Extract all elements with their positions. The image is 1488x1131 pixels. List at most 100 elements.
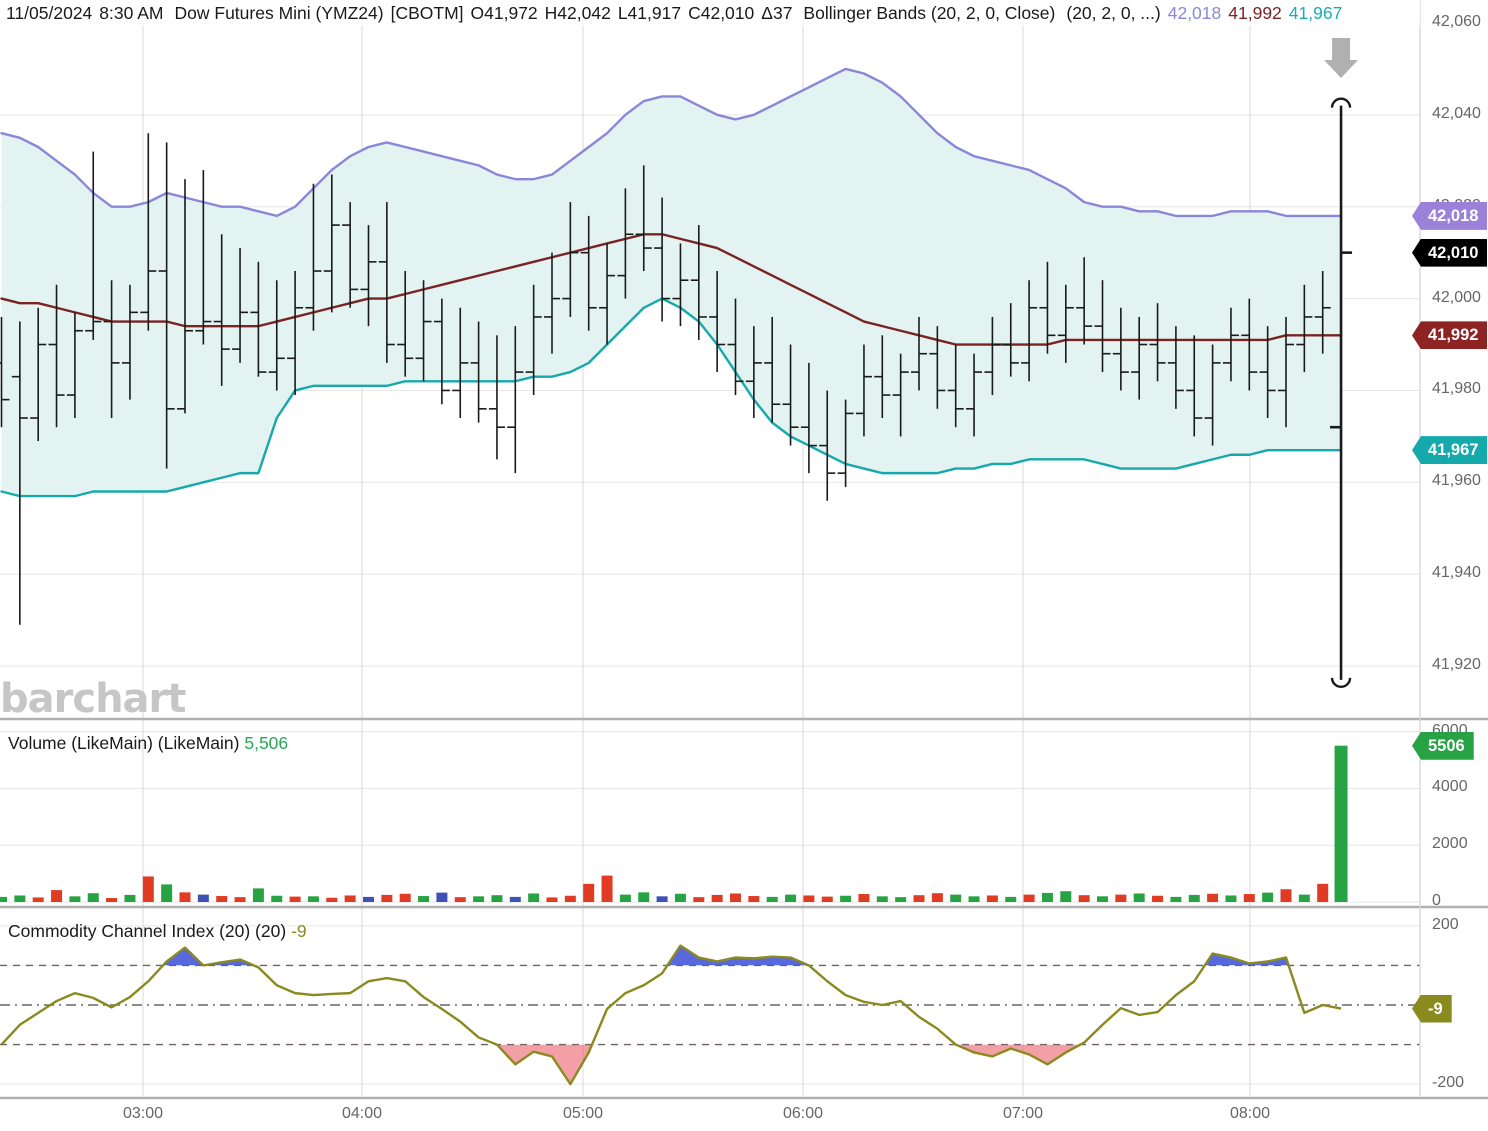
time-axis-label: 06:00: [782, 1105, 824, 1122]
ohlc-bar: [727, 298, 744, 396]
ohlc-bar: [690, 225, 707, 340]
ohlc-bar: [433, 298, 450, 405]
last-price-badge[interactable]: 42,010: [1412, 238, 1488, 267]
volume-bar: [1115, 894, 1127, 902]
volume-bar: [1280, 889, 1292, 902]
ohlc-bar: [250, 261, 267, 377]
ohlc-bar: [874, 335, 891, 419]
ohlc-bar: [911, 316, 927, 391]
cci-pane-value: -9: [291, 921, 307, 941]
ohlc-bars: [0, 97, 1353, 689]
volume-bar: [14, 895, 26, 902]
header-indicator-name[interactable]: Bollinger Bands (20, 2, 0, Close): [803, 2, 1056, 23]
volume-bar: [1133, 893, 1145, 902]
volume-bar: [0, 896, 7, 902]
volume-bar: [1041, 892, 1053, 902]
down-arrow-icon: [1324, 38, 1359, 78]
volume-bar: [583, 883, 595, 902]
header-indicator-params: (20, 2, 0, ...): [1066, 2, 1161, 23]
volume-pane-title: Volume (LikeMain) (LikeMain) 5,506: [8, 733, 288, 754]
header-open: O41,972: [470, 2, 538, 23]
volume-bar: [1243, 894, 1255, 902]
ohlc-bar: [1021, 280, 1038, 382]
volume-bar: [601, 875, 613, 902]
ohlc-bar: [599, 243, 616, 345]
bar-low-cap: [1330, 677, 1352, 689]
volume-bar: [619, 894, 631, 902]
time-axis-label: 03:00: [122, 1105, 164, 1122]
middle-band-badge[interactable]: 41,992: [1412, 321, 1488, 350]
ohlc-bar: [1167, 326, 1184, 409]
ohlc-bar: [30, 307, 47, 441]
ohlc-bar: [378, 202, 395, 363]
volume-bar: [968, 896, 980, 902]
ohlc-bar: [984, 316, 1001, 396]
volume-bar: [711, 894, 723, 902]
volume-bar: [252, 888, 264, 902]
header-symbol[interactable]: Dow Futures Mini (YMZ24): [174, 2, 384, 23]
header-close: C42,010: [688, 2, 755, 23]
header-date: 11/05/2024: [6, 2, 93, 23]
ohlc-bar: [819, 390, 836, 501]
volume-bar: [638, 892, 650, 902]
volume-bar: [1005, 896, 1017, 902]
bollinger-middle-line: [0, 233, 1343, 346]
bollinger-fill: [1, 68, 1342, 497]
ohlc-bar: [1076, 257, 1093, 345]
header-time: 8:30 AM: [99, 2, 164, 23]
ohlc-bar: [360, 225, 377, 327]
volume-bar: [913, 895, 925, 902]
chart-header: 11/05/2024 8:30 AM Dow Futures Mini (YMZ…: [0, 0, 1420, 26]
cci-value-badge[interactable]: -9: [1412, 994, 1452, 1023]
ohlc-bar: [397, 271, 414, 377]
ohlc-bar: [562, 202, 579, 317]
cci-axis-label: -200: [1432, 1074, 1465, 1092]
ohlc-bar: [452, 307, 469, 419]
volume-bar: [307, 896, 319, 902]
volume-bar: [785, 894, 797, 902]
header-high: H42,042: [544, 2, 611, 23]
ohlc-bar: [232, 248, 249, 363]
ohlc-bar: [66, 312, 83, 419]
volume-bar: [1188, 894, 1200, 902]
ohlc-bar: [1112, 307, 1129, 391]
ohlc-bar: [1204, 344, 1221, 446]
ohlc-bar: [121, 284, 138, 400]
cci-pane-label: Commodity Channel Index (20) (20): [8, 921, 287, 941]
ohlc-bar: [85, 151, 102, 340]
ohlc-bar: [1278, 316, 1294, 428]
ohlc-bar: [177, 179, 193, 414]
volume-bar: [895, 897, 907, 902]
volume-bar: [1023, 894, 1035, 902]
ohlc-bar: [544, 252, 560, 354]
header-change: Δ37: [761, 2, 793, 23]
volume-bar: [986, 895, 998, 902]
ohlc-bar: [947, 344, 964, 428]
ohlc-bar: [929, 326, 946, 409]
price-axis-label: 42,060: [1432, 12, 1481, 30]
ohlc-bar: [1259, 326, 1276, 419]
volume-pane-label: Volume (LikeMain) (LikeMain): [8, 733, 240, 753]
volume-bar: [1078, 895, 1090, 902]
volume-bar: [381, 894, 393, 902]
upper-band-badge[interactable]: 42,018: [1412, 201, 1488, 230]
ohlc-bar: [103, 280, 120, 419]
lower-band-badge[interactable]: 41,967: [1412, 436, 1488, 465]
header-low: L41,917: [617, 2, 682, 23]
header-upper-value: 42,018: [1167, 2, 1222, 23]
volume-bar: [656, 896, 668, 902]
volume-bars: [0, 745, 1348, 902]
volume-bar: [950, 894, 962, 902]
volume-bar: [454, 897, 466, 902]
ohlc-bar: [892, 353, 909, 437]
volume-value-badge[interactable]: 5506: [1412, 731, 1474, 760]
volume-bar: [1262, 892, 1274, 902]
volume-bar: [1225, 895, 1237, 902]
volume-bar: [693, 897, 705, 902]
ohlc-bar: [580, 215, 597, 331]
volume-bar: [418, 896, 430, 902]
volume-bar: [124, 894, 136, 902]
time-axis-label: 05:00: [562, 1105, 604, 1122]
volume-bar: [473, 896, 485, 902]
